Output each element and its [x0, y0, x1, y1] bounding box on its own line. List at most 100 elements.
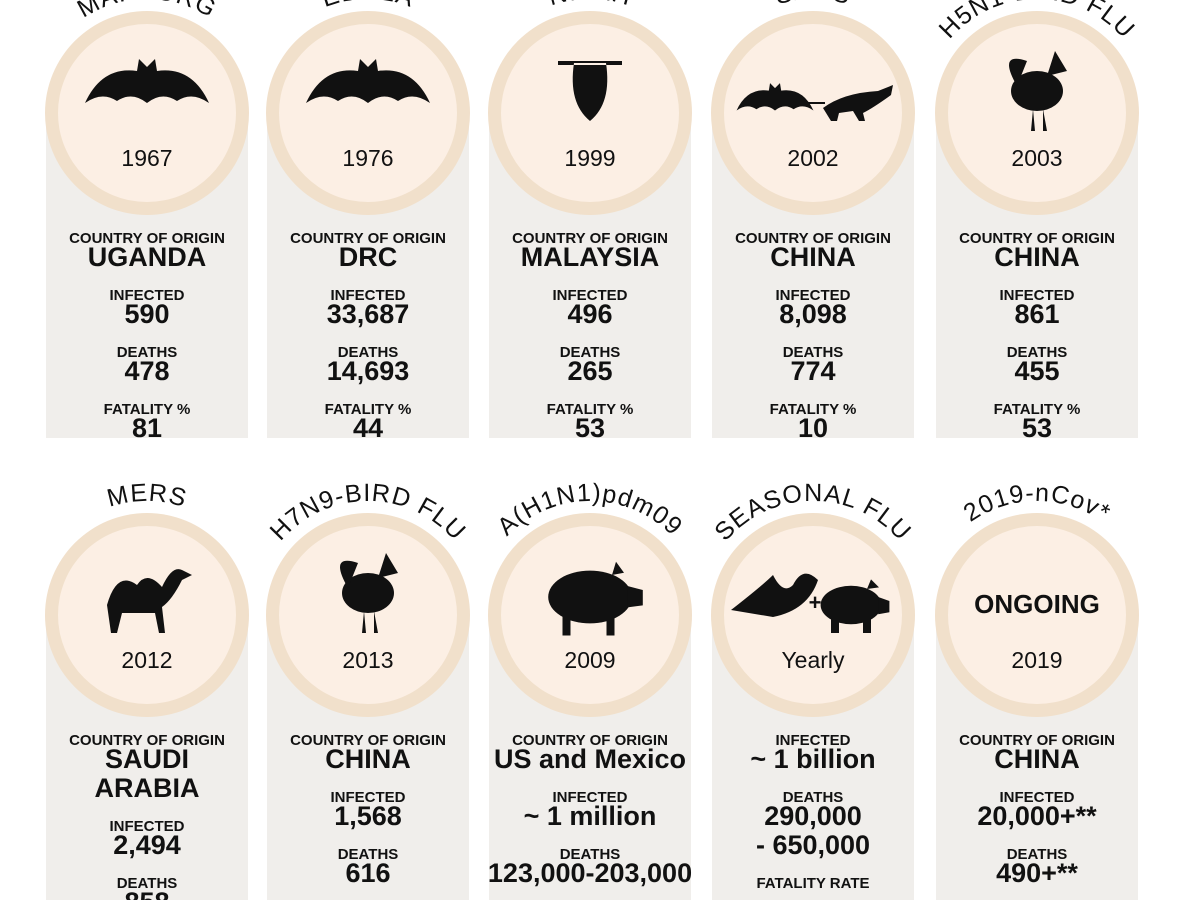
- icon: [85, 59, 209, 103]
- stat-value: ~ 1 million: [524, 801, 657, 831]
- disease-name: NIPAH: [545, 0, 635, 11]
- stat-value: ~ 1 billion: [750, 744, 875, 774]
- disease-name: MERS: [104, 479, 189, 513]
- stat-label: COUNTRY OF ORIGIN: [959, 732, 1115, 749]
- icon: [731, 573, 818, 617]
- stat-value: CHINA: [994, 744, 1080, 774]
- disease-name: MERS: [104, 479, 190, 513]
- stat-label: FATALITY %: [770, 401, 857, 418]
- stat-label: FATALITY RATE: [756, 875, 869, 892]
- stat-label: INFECTED: [331, 789, 406, 806]
- stat-label: COUNTRY OF ORIGIN: [69, 732, 225, 749]
- stat-label: COUNTRY OF ORIGIN: [959, 230, 1115, 247]
- stat-value: DRC: [339, 242, 398, 272]
- icon: [558, 61, 622, 121]
- disease-name: EBOLA: [318, 0, 417, 13]
- stat-value: 590: [124, 299, 169, 329]
- stat-value: US and Mexico: [494, 744, 686, 774]
- icon: +: [809, 590, 822, 615]
- icon: [548, 570, 632, 624]
- stat-label: DEATHS: [338, 846, 399, 863]
- stat-value: CHINA: [994, 242, 1080, 272]
- icon: [823, 85, 893, 121]
- stat-value: 455: [1014, 356, 1059, 386]
- stat-label: COUNTRY OF ORIGIN: [69, 230, 225, 247]
- stat-value: 496: [567, 299, 612, 329]
- stat-value: 478: [124, 356, 169, 386]
- stat-label: DEATHS: [560, 846, 621, 863]
- stat-label: DEATHS: [560, 344, 621, 361]
- stat-value: 53: [1022, 413, 1052, 443]
- stat-value: 861: [1014, 299, 1059, 329]
- stat-value: 1,568: [334, 801, 402, 831]
- year: 2009: [564, 647, 615, 673]
- year: 2019: [1011, 647, 1062, 673]
- stat-value: 33,687: [327, 299, 410, 329]
- stat-label: FATALITY %: [994, 401, 1081, 418]
- stat-value: 490+**: [996, 858, 1078, 888]
- stat-value: 616: [345, 858, 390, 888]
- circle-inner: [948, 24, 1126, 202]
- stat-value: 44: [353, 413, 383, 443]
- stat-value: ARABIA: [95, 773, 200, 803]
- stat-label: FATALITY %: [547, 401, 634, 418]
- card: MARBURG1967COUNTRY OF ORIGINUGANDAINFECT…: [45, 0, 249, 443]
- stat-label: INFECTED: [110, 818, 185, 835]
- stat-value: 290,000: [764, 801, 862, 831]
- year: 1967: [121, 145, 172, 171]
- year: 2002: [787, 145, 838, 171]
- stat-label: COUNTRY OF ORIGIN: [512, 230, 668, 247]
- stat-value: CHINA: [325, 744, 411, 774]
- stat-label: INFECTED: [110, 287, 185, 304]
- circle-inner: [279, 526, 457, 704]
- stat-label: INFECTED: [1000, 789, 1075, 806]
- year: 2013: [342, 647, 393, 673]
- icon: [736, 83, 814, 111]
- stat-label: DEATHS: [783, 789, 844, 806]
- icon: [1009, 51, 1067, 131]
- icon: [831, 579, 890, 633]
- circle-inner: [58, 526, 236, 704]
- stat-value: - 650,000: [756, 830, 870, 860]
- stat-label: COUNTRY OF ORIGIN: [735, 230, 891, 247]
- disease-name: EBOLA: [318, 0, 418, 13]
- stat-value: 123,000-203,000: [488, 858, 692, 888]
- year: 1976: [342, 145, 393, 171]
- stat-label: DEATHS: [117, 875, 178, 892]
- circle-inner: [724, 24, 902, 202]
- stat-label: INFECTED: [553, 287, 628, 304]
- stat-value: 81: [132, 413, 162, 443]
- circle-inner: [58, 24, 236, 202]
- icon: [342, 573, 394, 613]
- stat-value: 265: [567, 356, 612, 386]
- year: 2012: [121, 647, 172, 673]
- stat-label: FATALITY %: [325, 401, 412, 418]
- stat-label: DEATHS: [1007, 846, 1068, 863]
- circle-inner: [279, 24, 457, 202]
- year: 1999: [564, 145, 615, 171]
- year: Yearly: [781, 647, 845, 673]
- stat-label: INFECTED: [331, 287, 406, 304]
- stat-value: 858: [124, 887, 169, 900]
- icon: [107, 569, 192, 633]
- stat-value: 10: [798, 413, 828, 443]
- stat-value: 14,693: [327, 356, 410, 386]
- stat-value: CHINA: [770, 242, 856, 272]
- stat-value: SAUDI: [105, 744, 189, 774]
- year: 2003: [1011, 145, 1062, 171]
- headline: ONGOING: [974, 589, 1100, 619]
- stat-label: INFECTED: [776, 732, 851, 749]
- stat-value: 774: [790, 356, 835, 386]
- icon: [820, 585, 882, 625]
- icon: [340, 553, 398, 633]
- stat-label: INFECTED: [553, 789, 628, 806]
- circle-inner: [724, 526, 902, 704]
- stat-value: UGANDA: [88, 242, 207, 272]
- disease-name: NIPAH: [545, 0, 634, 11]
- stat-value: MALAYSIA: [521, 242, 660, 272]
